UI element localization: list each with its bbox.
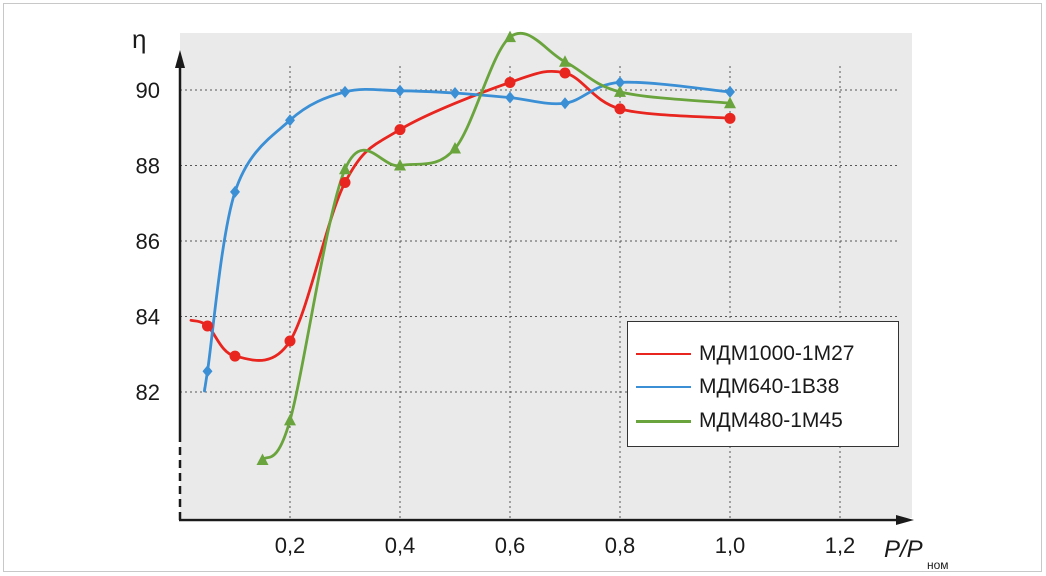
legend-item: МДМ640-1В38 [636,372,839,402]
data-point-series-0 [504,76,516,88]
y-axis-label: η [132,24,146,54]
legend-label: МДМ1000-1М27 [699,342,855,365]
y-tick-label: 82 [136,380,160,405]
data-point-series-1 [615,76,625,89]
x-tick-label: 1,2 [825,533,856,558]
data-point-series-0 [394,124,406,136]
y-tick-label: 86 [136,229,160,254]
x-axis-label-subscript: ном [927,558,949,572]
legend-label: МДМ480-1М45 [699,409,843,432]
axes [175,50,914,525]
legend: МДМ1000-1М27 МДМ640-1В38 МДМ480-1М45 [627,321,899,447]
x-axis-label-main: P/P [884,536,923,563]
data-point-series-0 [229,350,241,362]
data-point-series-1 [450,87,460,100]
x-tick-label: 0,6 [495,533,526,558]
series-line-0 [189,69,732,362]
data-point-series-1 [725,85,735,98]
x-tick-label: 1,0 [715,533,746,558]
data-point-series-1 [560,97,570,110]
data-point-series-1 [285,114,295,127]
x-tick-label: 0,8 [605,533,636,558]
data-point-series-2 [559,55,571,67]
series-curves [189,31,732,462]
grid-lines [180,66,898,520]
data-point-series-1 [395,84,405,97]
y-tick-label: 88 [136,154,160,179]
data-point-series-0 [284,335,296,347]
legend-swatch [636,419,691,423]
data-point-series-2 [284,413,296,426]
legend-swatch [636,353,691,355]
data-point-series-2 [449,142,461,154]
tick-labels: 0,2 0,4 0,6 0,8 1,0 1,2 82 84 86 88 90 [136,78,856,558]
data-point-series-2 [504,30,516,43]
x-tick-label: 0,4 [385,533,416,558]
y-axis-arrow [175,50,185,68]
data-point-series-1 [505,91,515,104]
legend-label: МДМ640-1В38 [699,375,840,398]
data-point-series-0 [559,67,571,79]
data-point-series-1 [340,85,350,98]
data-point-series-0 [202,320,213,332]
x-axis-arrow [896,515,914,525]
legend-swatch [636,386,691,388]
data-point-series-2 [614,85,626,97]
data-point-series-0 [614,103,626,115]
y-tick-label: 90 [136,78,160,103]
x-tick-label: 0,2 [275,533,306,558]
data-point-series-0 [724,112,736,124]
x-axis-label: P/P [884,536,923,563]
data-point-series-1 [230,185,240,198]
data-point-series-2 [394,159,406,171]
legend-item: МДМ1000-1М27 [636,339,854,369]
data-point-series-2 [724,96,736,109]
data-point-series-2 [339,162,351,175]
y-tick-label: 84 [136,305,160,330]
series-markers [202,30,736,465]
data-point-series-1 [202,365,213,378]
data-point-series-2 [256,453,269,465]
legend-item: МДМ480-1М45 [636,406,843,436]
data-point-series-0 [339,176,351,188]
series-line-1 [203,80,732,393]
series-line-2 [261,31,732,462]
